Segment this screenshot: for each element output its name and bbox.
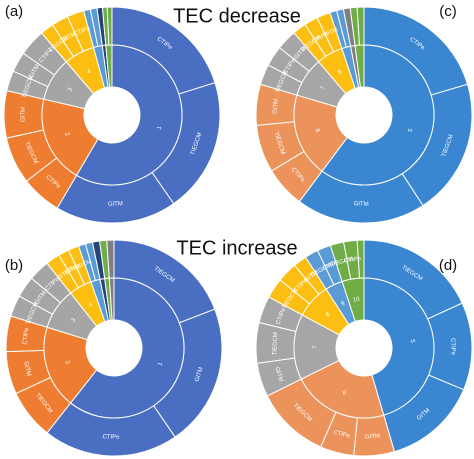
- segment-label: CTIPe: [344, 256, 362, 264]
- segment-label: GITM: [365, 433, 381, 440]
- segment-label: 8: [337, 69, 343, 76]
- inner-segment: [300, 359, 385, 419]
- segment-label: GITM: [354, 201, 369, 207]
- inner-segment: [293, 94, 348, 172]
- segment-label: 1: [157, 361, 164, 367]
- segment-label: 5: [408, 127, 415, 133]
- segment-label: TIEGCM: [330, 257, 354, 269]
- segment-label: 1: [157, 125, 164, 130]
- chart-title: TEC increase: [176, 237, 297, 259]
- segment-label: CTIPe: [276, 307, 288, 326]
- segment-label: CTIPe: [22, 327, 30, 345]
- segment-label: 7: [320, 85, 327, 92]
- segment-label: 4: [88, 302, 94, 309]
- segment-label: 2: [63, 132, 70, 138]
- inner-segment: [341, 277, 365, 323]
- inner-segment: [354, 44, 365, 88]
- inner-segment: [75, 44, 183, 186]
- segment-label: GITM: [21, 107, 27, 122]
- segment-label: 2: [63, 360, 70, 366]
- segment-label: 3: [67, 86, 74, 93]
- segment-label: CTIPe: [73, 26, 92, 38]
- segment-label: 6: [314, 128, 321, 134]
- inner-segment: [363, 277, 435, 416]
- segment-label: 10: [353, 297, 361, 304]
- inner-segment: [105, 44, 113, 88]
- segment-label: TIEGCM: [272, 332, 279, 356]
- segment-label: 3: [71, 317, 78, 324]
- segment-label: GITM: [108, 201, 123, 208]
- panel-label: (a): [5, 3, 23, 20]
- panel-label: (d): [439, 257, 457, 274]
- segment-label: 9: [340, 301, 346, 308]
- segment-label: GITM: [323, 27, 339, 38]
- segment-label: GITM: [194, 366, 204, 382]
- segment-label: 4: [86, 68, 92, 75]
- segment-label: 6: [341, 390, 347, 397]
- segment-label: 5: [409, 339, 416, 344]
- segment-label: CTIPe: [449, 338, 455, 356]
- segment-label: 7: [313, 345, 319, 349]
- segment-label: 8: [325, 311, 332, 318]
- inner-segment: [321, 44, 435, 186]
- segment-label: CTIPe: [333, 430, 352, 440]
- segment-label: CTIPe: [102, 434, 120, 441]
- segment-label: GITM: [272, 99, 279, 115]
- inner-segment: [43, 326, 98, 404]
- segment-label: GITM: [273, 367, 283, 383]
- inner-segment: [69, 277, 185, 419]
- panel-label: (c): [439, 3, 457, 20]
- panel-label: (b): [5, 257, 23, 274]
- segment-label: GITM: [22, 361, 31, 377]
- inner-segment: [108, 277, 115, 321]
- chart-title: TEC decrease: [173, 5, 301, 27]
